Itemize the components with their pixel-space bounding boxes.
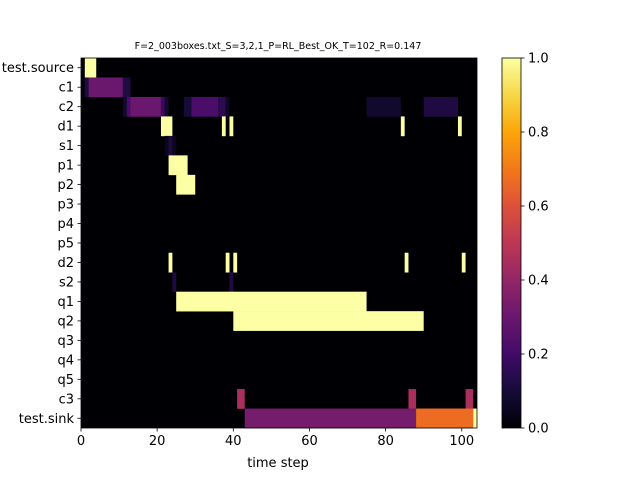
heatmap-cell (126, 96, 131, 117)
heatmap-cell (168, 155, 188, 176)
heatmap-cell (122, 77, 131, 98)
heatmap-cell (473, 408, 477, 429)
y-tick-label: c2 (59, 100, 74, 115)
heatmap-cell (404, 252, 409, 273)
heatmap-cell (416, 408, 474, 429)
heatmap-cell (84, 77, 89, 98)
heatmap-cell (229, 272, 234, 292)
y-tick-label: p4 (57, 217, 74, 232)
heatmap-cell (225, 252, 230, 273)
y-tick-label: d2 (57, 256, 74, 271)
heatmap-cell (130, 96, 161, 117)
heatmap-cell (461, 252, 466, 273)
heatmap-cell (244, 408, 417, 429)
heatmap-cell (160, 96, 165, 117)
y-tick-label: s2 (59, 275, 74, 290)
heatmap-cell (233, 311, 424, 331)
colorbar-tick-label: 0.8 (528, 126, 549, 141)
y-tick-label: s1 (59, 139, 74, 154)
heatmap-cell (465, 389, 474, 409)
y-tick-label: c1 (59, 81, 74, 96)
heatmap-cell (88, 77, 123, 98)
heatmap-background (81, 58, 477, 428)
y-tick-label: test.sink (19, 412, 75, 427)
heatmap-cell (423, 96, 458, 117)
heatmap-cell (168, 135, 173, 156)
heatmap-cell (81, 77, 85, 98)
heatmap-cell (408, 389, 417, 409)
heatmap-cell (160, 116, 173, 137)
heatmap-cell (164, 135, 169, 156)
y-tick-label: d1 (57, 120, 74, 135)
heatmap-cell (183, 96, 192, 117)
y-tick-label: p1 (57, 159, 74, 174)
heatmap-cell (176, 174, 196, 195)
y-tick-label: q5 (57, 373, 74, 388)
y-tick-label: q3 (57, 334, 74, 349)
heatmap-cell (237, 389, 245, 409)
y-tick-label: test.source (2, 61, 74, 76)
colorbar: 0.0 0.2 0.4 0.6 0.8 1.0 (501, 52, 549, 437)
heatmap-cell (218, 96, 226, 117)
heatmap-cell (176, 291, 367, 312)
x-axis-label: time step (247, 456, 309, 471)
heatmap-cell (168, 252, 173, 273)
heatmap-cell (221, 116, 226, 137)
heatmap-cells (80, 57, 478, 429)
heatmap-cell (164, 96, 169, 117)
colorbar-gradient (501, 57, 522, 429)
y-tick-label: q2 (57, 314, 74, 329)
heatmap-cell (225, 96, 230, 117)
colorbar-tick-label: 0.4 (528, 274, 549, 289)
heatmap-cell (172, 272, 177, 292)
y-tick-label: p3 (57, 198, 74, 213)
x-tick-label: 40 (225, 434, 242, 449)
colorbar-tick-label: 0.0 (528, 422, 549, 437)
x-tick-label: 60 (301, 434, 318, 449)
y-axis: test.source c1 c2 d1 s1 p1 p2 p3 p4 p5 d2 s2 q1 q2 q3 q… (2, 61, 81, 427)
y-tick-label: p2 (57, 178, 74, 193)
heatmap-cell (84, 58, 97, 78)
heatmap-cell (122, 96, 127, 117)
heatmap-cell (172, 135, 177, 156)
y-tick-label: q1 (57, 295, 74, 310)
y-tick-label: c3 (59, 392, 74, 407)
x-tick-label: 80 (377, 434, 394, 449)
colorbar-tick-label: 1.0 (528, 52, 549, 67)
x-tick-label: 100 (449, 434, 474, 449)
heatmap-cell (229, 116, 234, 137)
colorbar-tick-label: 0.2 (528, 348, 549, 363)
heatmap-cell (191, 96, 219, 117)
x-axis: 0 20 40 60 80 100 (77, 428, 474, 449)
x-tick-label: 20 (149, 434, 166, 449)
x-tick-label: 0 (77, 434, 85, 449)
colorbar-tick-label: 0.6 (528, 200, 549, 215)
heatmap-cell (457, 116, 462, 137)
heatmap-cell (366, 96, 401, 117)
heatmap-cell (400, 116, 405, 137)
chart-title: F=2_003boxes.txt_S=3,2,1_P=RL_Best_OK_T=… (135, 41, 422, 52)
y-tick-label: q4 (57, 353, 74, 368)
y-tick-label: p5 (57, 237, 74, 252)
heatmap-cell (233, 252, 238, 273)
